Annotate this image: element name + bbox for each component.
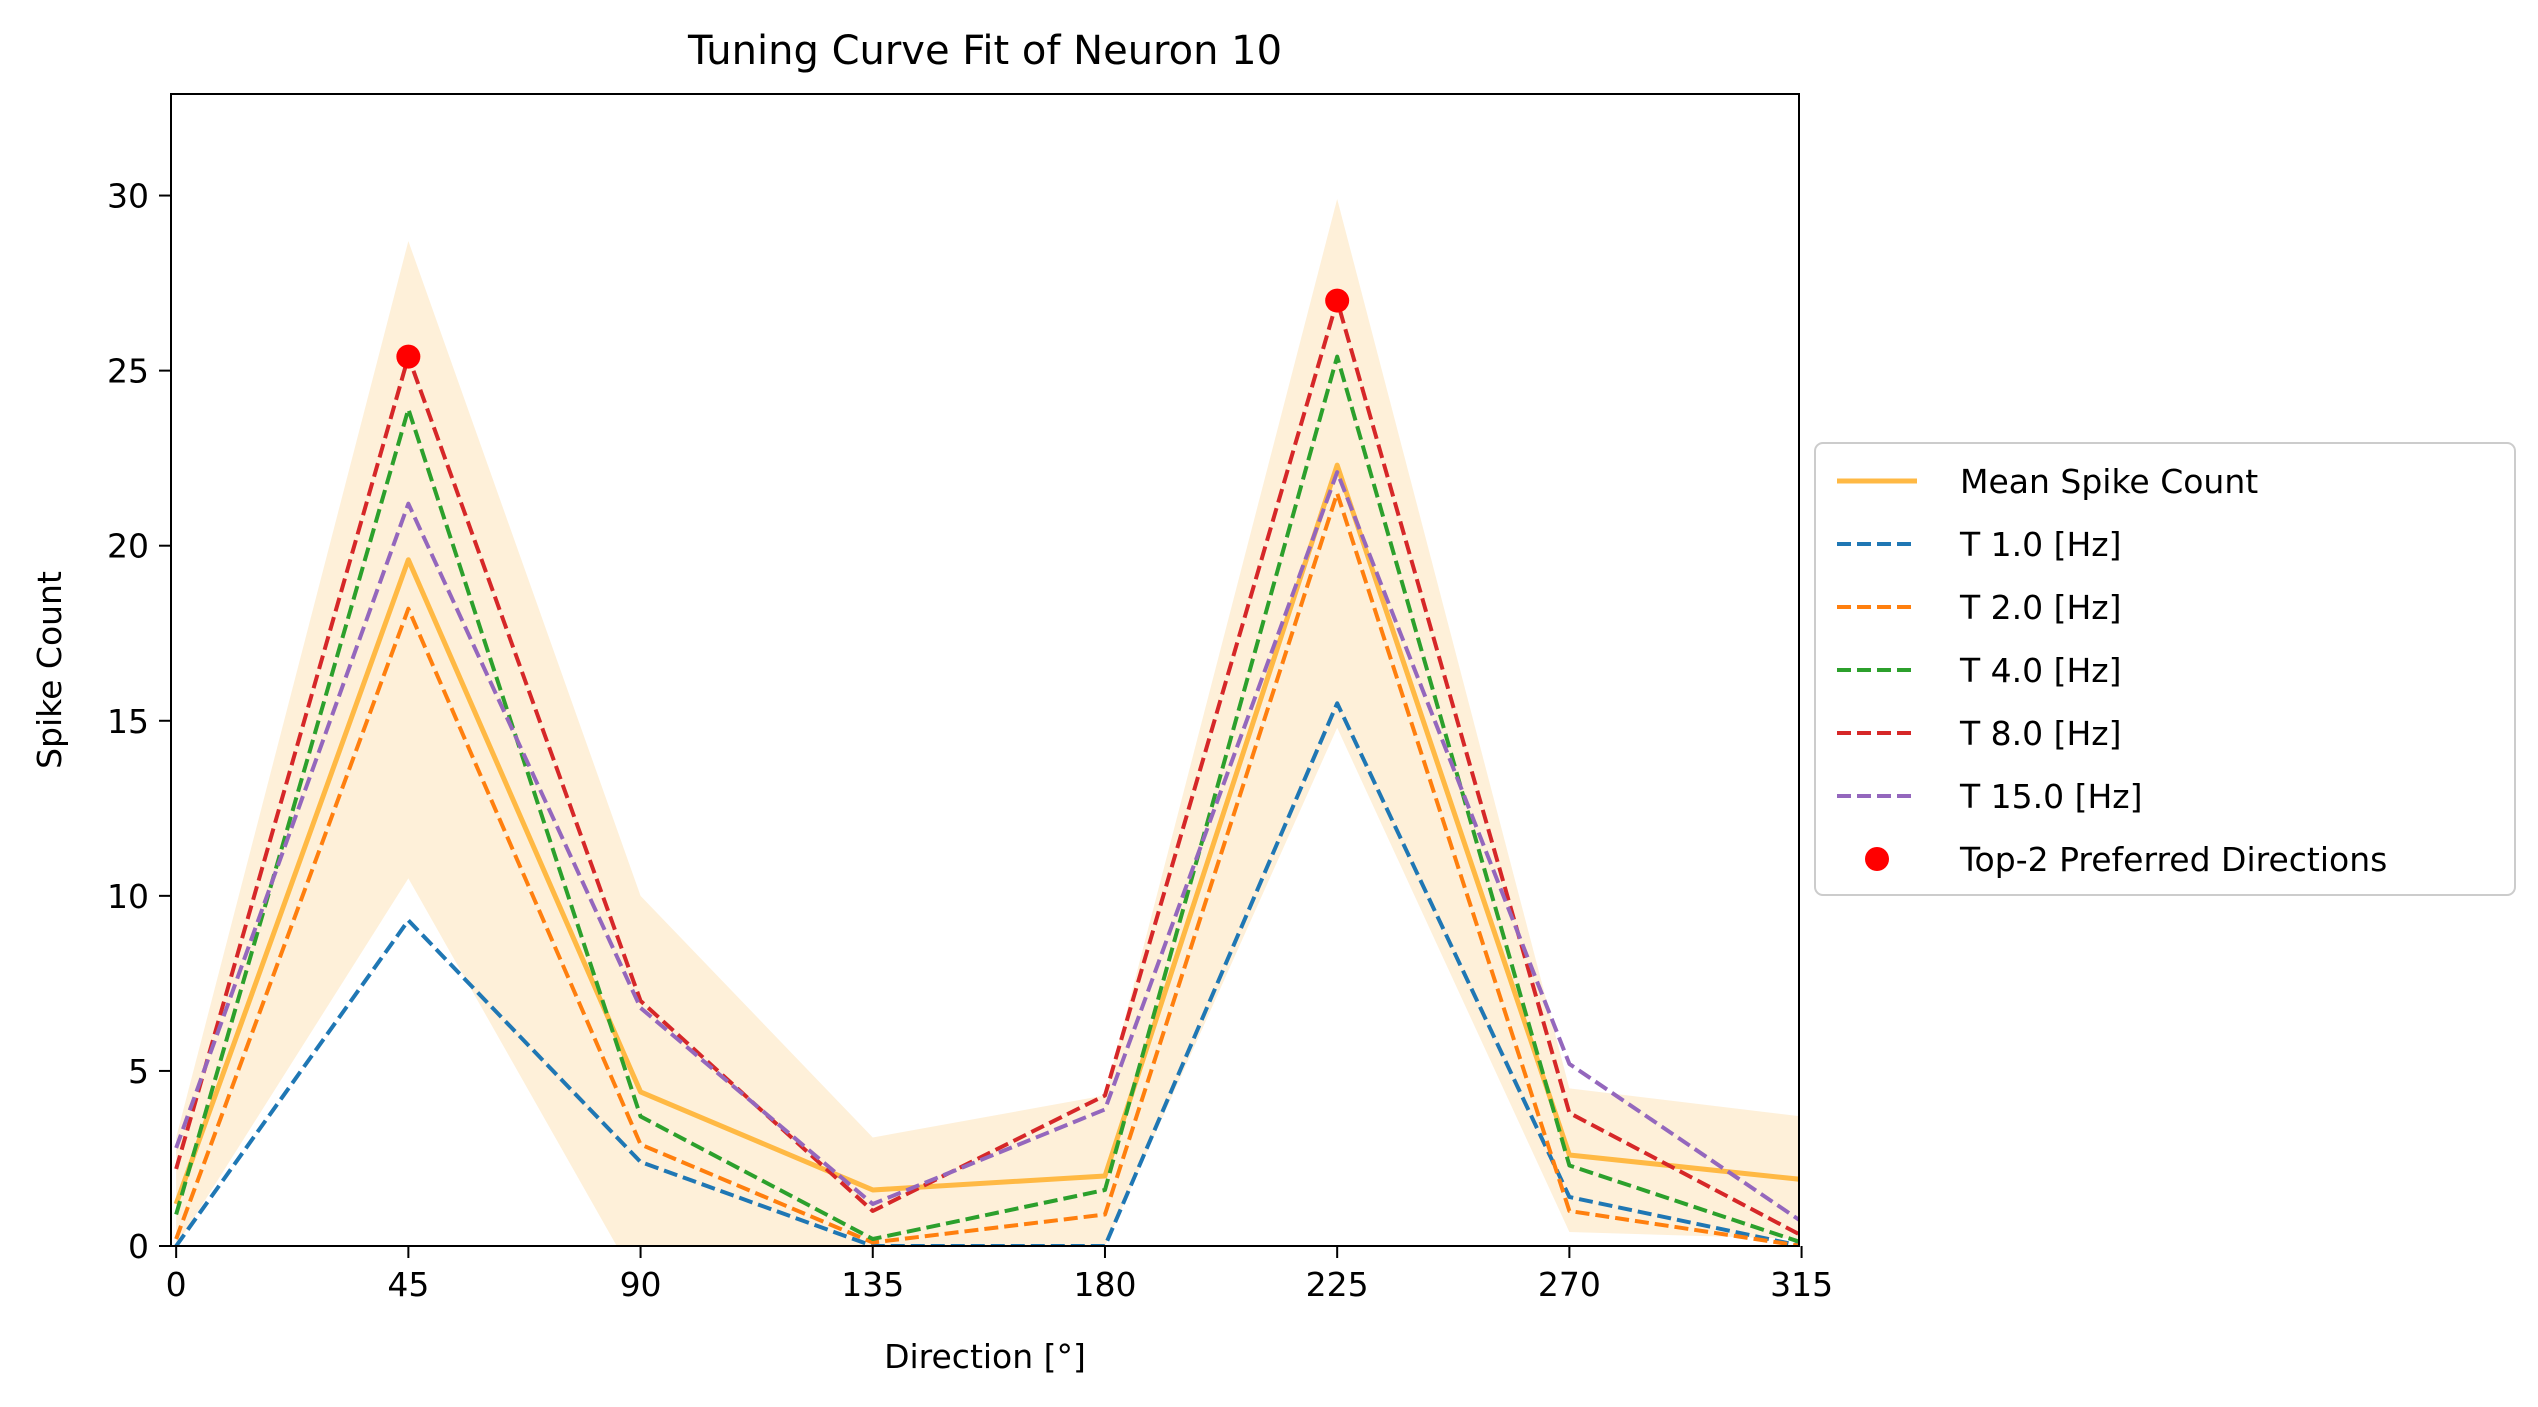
y-tick-label-3: 15 xyxy=(107,702,149,741)
series-line-2 xyxy=(174,491,1799,1246)
legend-label-3: T 4.0 [Hz] xyxy=(1959,651,2122,690)
x-tick-label-7: 315 xyxy=(1770,1265,1833,1304)
y-axis-label: Spike Count xyxy=(30,571,69,769)
axes-frame xyxy=(170,93,1800,1247)
series-line-4 xyxy=(174,298,1799,1237)
x-tick-label-4: 180 xyxy=(1073,1265,1136,1304)
x-tick-label-5: 225 xyxy=(1306,1265,1369,1304)
y-tick-label-5: 25 xyxy=(107,352,149,391)
x-tick-label-3: 135 xyxy=(841,1265,904,1304)
series-line-0 xyxy=(173,462,1799,1205)
y-tick-label-2: 10 xyxy=(107,877,149,916)
legend-label-0: Mean Spike Count xyxy=(1960,462,2258,501)
legend-label-2: T 2.0 [Hz] xyxy=(1959,588,2122,627)
legend-label-markers: Top-2 Preferred Directions xyxy=(1959,840,2387,879)
legend-label-4: T 8.0 [Hz] xyxy=(1959,714,2122,753)
series-line-5 xyxy=(174,470,1799,1223)
std-band xyxy=(176,199,1799,1246)
x-tick-label-2: 90 xyxy=(620,1265,662,1304)
series-line-3 xyxy=(174,354,1799,1244)
y-tick-label-6: 30 xyxy=(107,177,149,216)
preferred-direction-marker-1 xyxy=(1325,288,1350,313)
legend-marker-swatch xyxy=(1865,847,1889,871)
y-axis: 0 5 10 15 20 25 30 xyxy=(107,177,171,1266)
legend: Mean Spike Count T 1.0 [Hz] T 2.0 [Hz] T 4.… xyxy=(1814,442,2516,896)
legend-label-5: T 15.0 [Hz] xyxy=(1959,777,2143,816)
x-axis-label: Direction [°] xyxy=(884,1337,1086,1376)
plot-area xyxy=(173,199,1799,1246)
y-tick-label-1: 5 xyxy=(128,1052,149,1091)
y-tick-label-4: 20 xyxy=(107,527,149,566)
x-axis: 0 45 90 135 180 225 270 315 xyxy=(166,1246,1833,1304)
preferred-direction-marker-0 xyxy=(396,344,421,369)
x-tick-label-1: 45 xyxy=(387,1265,429,1304)
y-tick-label-0: 0 xyxy=(128,1227,149,1266)
x-tick-label-6: 270 xyxy=(1538,1265,1601,1304)
chart-title: Tuning Curve Fit of Neuron 10 xyxy=(687,28,1282,74)
legend-label-1: T 1.0 [Hz] xyxy=(1959,525,2122,564)
legend-box xyxy=(1814,442,2516,896)
x-tick-label-0: 0 xyxy=(166,1265,187,1304)
